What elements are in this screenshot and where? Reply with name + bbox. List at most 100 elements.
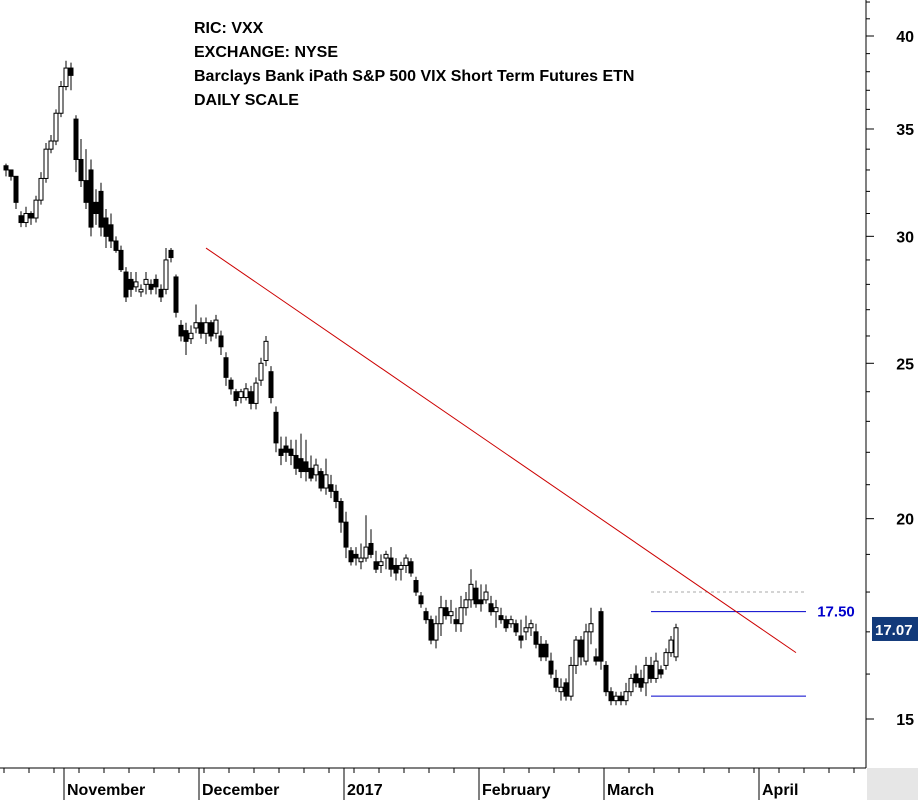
candle-down	[13, 175, 19, 203]
candle-down	[658, 669, 664, 675]
candle-up	[58, 86, 64, 114]
candle-up	[623, 691, 629, 702]
candle-down	[338, 500, 344, 523]
candle-up	[643, 664, 649, 684]
candle-up	[573, 639, 579, 666]
candle-up	[508, 619, 514, 625]
candle-down	[28, 212, 34, 219]
candle-down	[233, 391, 239, 401]
y-tick-label: 35	[896, 122, 914, 139]
candle-down	[198, 322, 204, 334]
candle-down	[88, 169, 94, 228]
candle-up	[588, 623, 594, 633]
candle-down	[408, 561, 414, 574]
candle-up	[568, 664, 574, 697]
candle-down	[333, 490, 339, 502]
candle-up	[583, 631, 589, 662]
x-tick-label: November	[67, 782, 145, 799]
candle-up	[133, 281, 139, 288]
candle-up	[253, 382, 259, 404]
candle-down	[478, 599, 484, 605]
candle-up	[398, 564, 404, 570]
candle-down	[298, 458, 304, 473]
candle-down	[3, 165, 9, 171]
candle-down	[168, 249, 174, 259]
candle-up	[673, 627, 679, 658]
y-tick-label: 25	[896, 356, 914, 373]
candle-down	[618, 695, 624, 702]
candle-down	[93, 201, 99, 214]
candle-up	[523, 627, 529, 633]
candle-down	[593, 656, 599, 662]
candle-up	[628, 677, 634, 693]
candle-down	[388, 557, 394, 570]
candle-up	[23, 212, 29, 224]
candle-down	[413, 580, 419, 593]
candle-down	[118, 249, 124, 271]
candle-down	[108, 224, 114, 242]
candle-up	[463, 599, 469, 609]
x-tick-label: February	[482, 782, 551, 799]
candle-up	[358, 557, 364, 563]
candle-up	[193, 322, 199, 329]
candle-down	[68, 67, 74, 76]
candle-up	[33, 199, 39, 219]
candle-up	[53, 112, 59, 142]
candle-down	[503, 619, 509, 629]
candles-group	[3, 60, 679, 706]
candle-down	[208, 322, 214, 337]
candle-down	[223, 357, 229, 378]
candle-up	[458, 607, 464, 625]
candle-down	[393, 564, 399, 574]
candle-down	[273, 411, 279, 444]
candle-down	[288, 448, 294, 456]
candle-down	[248, 391, 254, 404]
instrument-name: Barclays Bank iPath S&P 500 VIX Short Te…	[194, 68, 635, 85]
candle-down	[283, 445, 289, 453]
candle-up	[448, 611, 454, 617]
candle-up	[243, 388, 249, 399]
candle-up	[38, 177, 44, 201]
candle-up	[258, 362, 264, 381]
candle-up	[313, 464, 319, 476]
candle-down	[348, 550, 354, 563]
candle-up	[653, 660, 659, 679]
candle-down	[553, 677, 559, 688]
candle-down	[563, 682, 569, 697]
candle-down	[518, 635, 524, 641]
candle-down	[488, 603, 494, 613]
candle-down	[178, 324, 184, 337]
candle-up	[663, 652, 669, 666]
horizontal-levels: 17.50	[651, 591, 855, 697]
candle-down	[183, 330, 189, 342]
trendline	[205, 247, 797, 654]
candle-down	[278, 448, 284, 456]
candle-up	[43, 148, 49, 179]
candle-down	[328, 484, 334, 492]
candle-up	[528, 623, 534, 629]
scale-label: DAILY SCALE	[194, 92, 299, 109]
candle-down	[453, 619, 459, 625]
candle-down	[343, 521, 349, 548]
candle-up	[203, 322, 209, 334]
candle-up	[63, 67, 69, 88]
candle-up	[403, 557, 409, 566]
candle-down	[513, 623, 519, 633]
candle-up	[558, 686, 564, 693]
candle-down	[8, 169, 14, 177]
candle-down	[218, 335, 224, 348]
candle-down	[598, 611, 604, 662]
candle-down	[318, 471, 324, 489]
candle-up	[613, 695, 619, 702]
candle-down	[173, 276, 179, 313]
candle-up	[378, 561, 384, 566]
y-tick-label: 40	[896, 29, 914, 46]
candle-down	[158, 288, 164, 298]
candle-down	[293, 454, 299, 469]
candle-down	[128, 278, 134, 290]
last-price-label: 17.07	[875, 622, 913, 639]
candle-down	[268, 371, 274, 399]
candle-down	[578, 639, 584, 658]
candle-up	[438, 607, 444, 625]
candle-up	[188, 332, 194, 340]
